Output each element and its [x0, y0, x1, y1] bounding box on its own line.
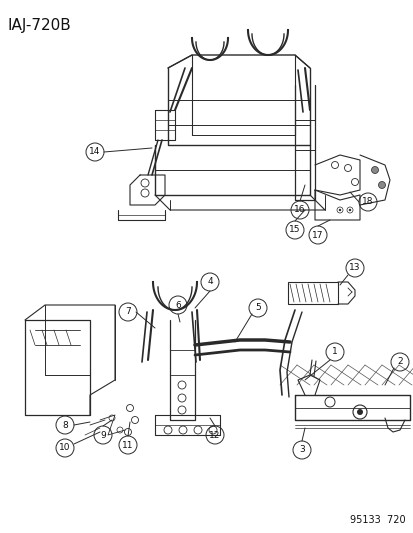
- Text: 8: 8: [62, 421, 68, 430]
- Text: 6: 6: [175, 301, 180, 310]
- Text: 2: 2: [396, 358, 402, 367]
- Text: 9: 9: [100, 431, 106, 440]
- Text: 15: 15: [289, 225, 300, 235]
- Text: 11: 11: [122, 440, 133, 449]
- Circle shape: [356, 409, 362, 415]
- Text: 3: 3: [299, 446, 304, 455]
- Circle shape: [338, 209, 340, 211]
- Text: 12: 12: [209, 431, 220, 440]
- Text: 18: 18: [361, 198, 373, 206]
- Text: IAJ-720B: IAJ-720B: [8, 18, 71, 33]
- Text: 4: 4: [206, 278, 212, 287]
- Circle shape: [377, 182, 385, 189]
- Text: 95133  720: 95133 720: [349, 515, 405, 525]
- Text: 13: 13: [349, 263, 360, 272]
- Text: 16: 16: [294, 206, 305, 214]
- Circle shape: [348, 209, 350, 211]
- Text: 5: 5: [254, 303, 260, 312]
- Text: 7: 7: [125, 308, 131, 317]
- Circle shape: [370, 166, 377, 174]
- Text: 1: 1: [331, 348, 337, 357]
- Text: 17: 17: [311, 230, 323, 239]
- Text: 14: 14: [89, 148, 100, 157]
- Text: 10: 10: [59, 443, 71, 453]
